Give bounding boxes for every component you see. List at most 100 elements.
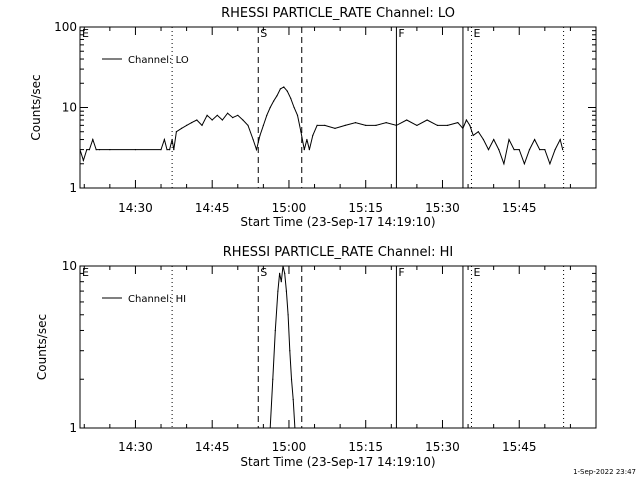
data-point xyxy=(472,134,474,136)
data-point xyxy=(544,149,546,151)
data-point xyxy=(518,149,520,151)
data-point xyxy=(227,112,229,114)
data-point xyxy=(447,124,449,126)
data-point xyxy=(287,314,289,316)
data-point xyxy=(160,149,162,151)
data-point xyxy=(549,163,551,165)
x-tick-label: 15:00 xyxy=(272,440,307,454)
chart-title: RHESSI PARTICLE_RATE Channel: HI xyxy=(223,245,453,260)
data-point xyxy=(354,122,357,124)
x-tick-label: 14:45 xyxy=(195,201,230,215)
data-point xyxy=(201,124,203,126)
data-point xyxy=(109,149,111,151)
footer-timestamp: 1-Sep-2022 23:47 xyxy=(573,468,636,476)
data-point xyxy=(344,124,346,126)
data-point xyxy=(80,149,81,151)
data-point xyxy=(196,119,198,121)
data-point xyxy=(88,149,90,151)
series-line xyxy=(80,86,564,166)
y-axis-label: Counts/sec xyxy=(35,314,49,380)
data-point xyxy=(554,149,556,151)
x-tick-label: 14:30 xyxy=(118,440,153,454)
x-tick-label: 15:00 xyxy=(272,201,307,215)
data-point xyxy=(316,124,318,126)
data-point xyxy=(86,149,88,151)
y-tick-label: 1 xyxy=(69,181,77,195)
data-point xyxy=(436,124,438,126)
data-point xyxy=(247,124,249,126)
data-point xyxy=(259,134,261,136)
data-point xyxy=(300,131,302,133)
data-point xyxy=(477,131,479,133)
data-point xyxy=(134,149,136,151)
data-point xyxy=(324,124,326,126)
data-point xyxy=(180,127,183,129)
marker-label: S xyxy=(260,266,267,279)
data-point xyxy=(171,138,173,141)
data-point xyxy=(186,124,188,126)
data-point xyxy=(269,106,271,109)
data-point xyxy=(95,149,97,151)
data-point xyxy=(279,272,281,274)
x-tick-label: 15:45 xyxy=(502,201,537,215)
data-point xyxy=(306,138,308,141)
chart-panels: RHESSI PARTICLE_RATE Channel: LO 1 10 100 Co… xyxy=(29,6,597,469)
data-point xyxy=(303,149,305,151)
y-tick-label: 10 xyxy=(62,101,77,115)
legend-label: Channel: LO xyxy=(128,55,189,66)
data-point xyxy=(211,119,213,121)
data-point xyxy=(487,149,490,151)
data-point xyxy=(175,131,177,133)
data-point xyxy=(166,149,168,151)
chart-panel-2: RHESSI PARTICLE_RATE Channel: HI 1 10 Count… xyxy=(35,245,597,469)
data-point xyxy=(99,149,101,151)
x-axis-label: Start Time (23-Sep-17 14:19:10) xyxy=(240,455,435,469)
data-point xyxy=(284,272,286,274)
data-point xyxy=(216,114,218,116)
data-point xyxy=(191,122,193,124)
data-point xyxy=(173,149,175,151)
data-point xyxy=(255,149,258,151)
legend-label: Channel: HI xyxy=(128,294,186,305)
data-point xyxy=(266,114,268,116)
data-point xyxy=(237,114,239,116)
data-point xyxy=(282,266,284,267)
data-point xyxy=(290,97,292,99)
x-tick-label: 14:45 xyxy=(195,440,230,454)
data-point xyxy=(293,106,295,109)
data-point xyxy=(277,290,279,292)
chart-panel-1: RHESSI PARTICLE_RATE Channel: LO 1 10 100 Co… xyxy=(29,6,597,229)
data-point xyxy=(493,138,495,141)
data-point xyxy=(82,159,84,161)
x-tick-label: 15:45 xyxy=(502,440,537,454)
data-point xyxy=(365,124,367,126)
data-point xyxy=(221,119,223,121)
x-tick-label: 15:15 xyxy=(348,201,383,215)
x-tick-label: 15:15 xyxy=(348,440,383,454)
data-point xyxy=(465,119,467,121)
data-point xyxy=(285,290,287,292)
data-point xyxy=(523,163,526,165)
data-point xyxy=(232,117,234,119)
data-point xyxy=(289,350,291,352)
x-tick-label: 15:30 xyxy=(425,440,460,454)
data-point xyxy=(462,127,464,129)
chart-title: RHESSI PARTICLE_RATE Channel: LO xyxy=(221,6,455,21)
data-point xyxy=(242,119,244,121)
y-tick-label: 100 xyxy=(54,20,77,34)
data-point xyxy=(334,127,336,129)
data-point xyxy=(375,124,377,126)
data-point xyxy=(482,138,484,141)
x-tick-label: 15:30 xyxy=(425,201,460,215)
marker-label: F xyxy=(398,266,404,279)
y-tick-label: 1 xyxy=(69,421,77,435)
marker-label: E xyxy=(82,27,89,40)
data-point xyxy=(272,378,274,380)
data-point xyxy=(206,114,208,116)
data-point xyxy=(562,149,564,151)
data-point xyxy=(469,124,471,126)
data-point xyxy=(163,138,165,141)
marker-label: F xyxy=(398,27,404,40)
